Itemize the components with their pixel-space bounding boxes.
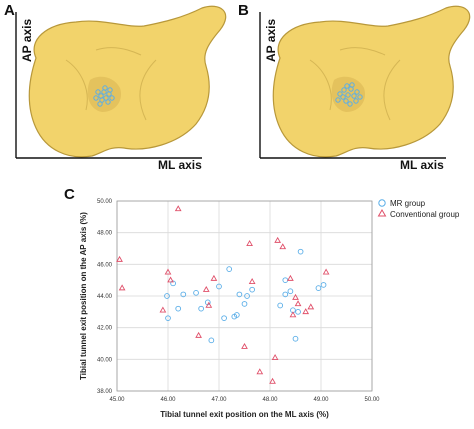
data-points xyxy=(116,205,330,384)
conventional-group-point xyxy=(289,311,297,318)
conventional-group-point xyxy=(118,284,126,291)
y-axis-label: Tibial tunnel exit position on the AP ax… xyxy=(79,212,88,380)
conventional-group-point xyxy=(302,308,310,315)
panel-letter-b: B xyxy=(238,2,249,19)
panel-a-ml-axis-label: ML axis xyxy=(158,158,202,172)
y-tick-label: 46.00 xyxy=(97,262,113,268)
mr-group-point xyxy=(292,335,299,342)
conventional-group-point xyxy=(159,306,167,313)
panel-a-ap-axis-label: AP axis xyxy=(20,18,34,62)
scatter-chart: 45.00 46.00 47.00 48.00 49.00 50.00 38.00 40.00… xyxy=(79,199,460,419)
mr-group-point xyxy=(234,312,240,318)
conventional-group-point xyxy=(271,354,279,360)
x-tick-label: 45.00 xyxy=(109,397,125,403)
legend: MR group Conventional group xyxy=(377,199,460,219)
panel-letter-a: A xyxy=(4,2,15,19)
tibial-plateau-surface xyxy=(272,5,471,158)
mr-group-point xyxy=(249,286,256,293)
conventional-group-point xyxy=(292,293,299,300)
conventional-group-point xyxy=(116,255,123,262)
mr-group-point xyxy=(315,285,322,291)
y-tick-label: 44.00 xyxy=(97,294,113,300)
mr-group-point xyxy=(244,293,250,299)
mr-group-point xyxy=(282,291,289,298)
tick-labels: 45.00 46.00 47.00 48.00 49.00 50.00 38.00 40.00… xyxy=(97,199,380,403)
mr-group-point xyxy=(175,305,182,312)
conventional-group-point xyxy=(287,274,294,281)
mr-group-point xyxy=(287,288,294,295)
conventional-group-point xyxy=(294,300,302,307)
conventional-group-point xyxy=(274,236,282,243)
mr-group-point xyxy=(216,283,222,290)
mr-group-point xyxy=(297,248,304,255)
panel-b-ap-axis-label: AP axis xyxy=(264,18,278,62)
mr-group-point xyxy=(198,305,205,312)
y-tick-label: 40.00 xyxy=(97,357,113,363)
mr-group-point xyxy=(236,291,243,298)
plot-frame xyxy=(116,200,373,392)
x-axis-label: Tibial tunnel exit position on the ML ax… xyxy=(160,410,329,419)
mr-group-point xyxy=(295,308,301,315)
conventional-group-point xyxy=(202,285,210,292)
mr-group-point xyxy=(282,277,289,284)
legend-label-conventional: Conventional group xyxy=(390,210,460,219)
conventional-group-point xyxy=(322,268,330,275)
panel-b-ml-axis-label: ML axis xyxy=(400,158,444,172)
mr-group-point xyxy=(164,293,170,299)
conventional-group-point xyxy=(174,205,182,212)
x-tick-label: 47.00 xyxy=(211,397,227,403)
panel-a-bone-image xyxy=(15,5,227,159)
x-tick-label: 46.00 xyxy=(160,397,176,403)
conventional-group-point xyxy=(307,303,315,310)
legend-marker-conventional xyxy=(377,209,387,217)
x-tick-label: 50.00 xyxy=(364,397,380,403)
mr-group-point xyxy=(221,315,227,322)
y-tick-label: 42.00 xyxy=(97,326,113,332)
conventional-group-point xyxy=(164,268,172,275)
tibial-plateau-surface xyxy=(28,5,227,158)
x-tick-label: 48.00 xyxy=(262,397,278,403)
panel-letter-c: C xyxy=(64,186,75,203)
legend-label-mr: MR group xyxy=(390,199,426,208)
mr-group-point xyxy=(226,266,233,272)
conventional-group-point xyxy=(269,377,276,384)
legend-marker-mr xyxy=(378,199,386,207)
y-tick-label: 38.00 xyxy=(97,389,113,395)
mr-group-point xyxy=(241,301,248,307)
conventional-group-point xyxy=(279,243,287,250)
conventional-group-point xyxy=(205,301,213,308)
conventional-group-point xyxy=(248,278,256,284)
mr-group-point xyxy=(208,337,215,344)
conventional-group-point xyxy=(246,240,253,246)
conventional-group-point xyxy=(195,331,202,338)
conventional-group-point xyxy=(241,342,248,349)
panel-b-bone-image xyxy=(259,5,471,159)
conventional-group-point xyxy=(167,276,174,283)
conventional-group-point xyxy=(210,274,218,281)
mr-group-point xyxy=(320,282,327,288)
mr-group-point xyxy=(277,302,284,309)
mr-group-point xyxy=(180,291,187,298)
x-tick-label: 49.00 xyxy=(313,397,329,403)
y-tick-label: 48.00 xyxy=(97,231,113,237)
mr-group-point xyxy=(165,315,171,322)
mr-group-point xyxy=(193,289,199,296)
mr-group-point xyxy=(170,280,176,287)
conventional-group-point xyxy=(256,368,264,375)
y-tick-label: 50.00 xyxy=(97,199,113,205)
